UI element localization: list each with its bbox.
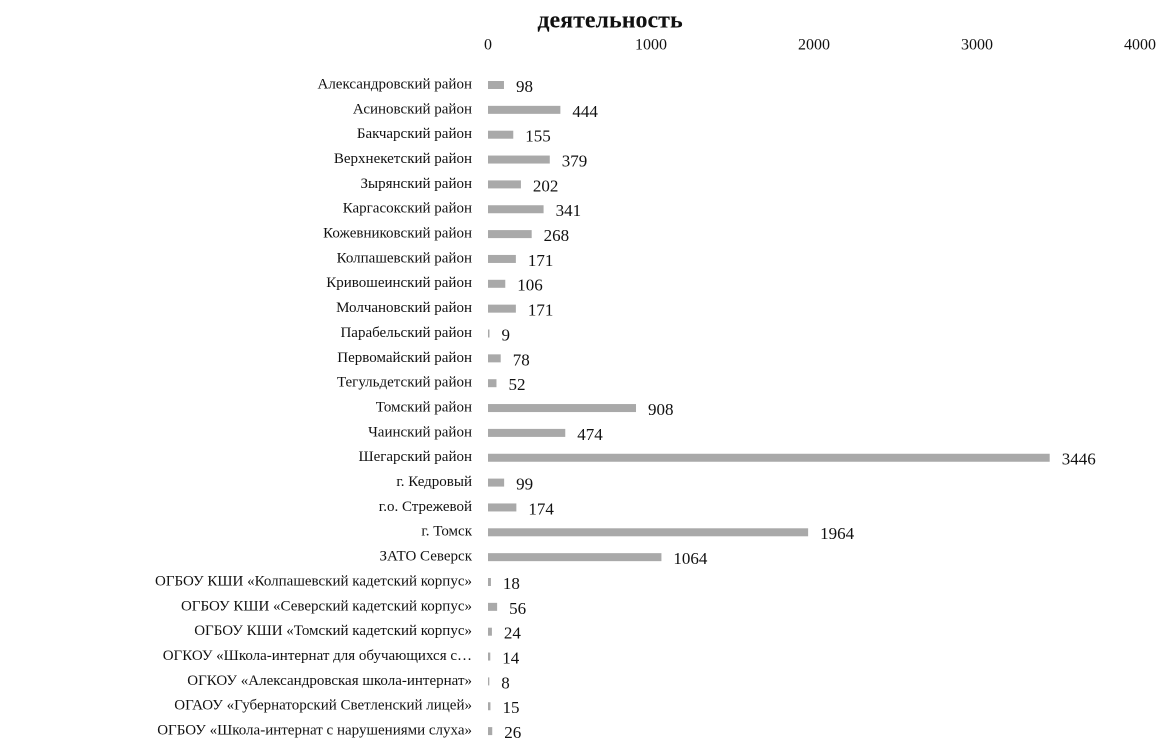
value-label: 341 bbox=[556, 201, 582, 220]
value-label: 908 bbox=[648, 400, 674, 419]
y-tick-label: ОГБОУ КШИ «Колпашевский кадетский корпус… bbox=[155, 573, 472, 589]
value-label: 26 bbox=[504, 723, 521, 742]
y-tick-label: ОГКОУ «Александровская школа-интернат» bbox=[187, 673, 472, 689]
y-tick-label: Асиновский район bbox=[353, 101, 472, 117]
bar bbox=[488, 652, 491, 661]
value-label: 474 bbox=[577, 425, 603, 444]
y-tick-label: г. Кедровый bbox=[396, 474, 472, 490]
bar bbox=[488, 130, 514, 139]
bar bbox=[488, 503, 517, 512]
value-label: 444 bbox=[572, 102, 598, 121]
bar bbox=[488, 528, 809, 537]
bar bbox=[488, 553, 662, 562]
value-label: 171 bbox=[528, 301, 554, 320]
y-tick-label: Бакчарский район bbox=[357, 126, 472, 142]
value-label: 1964 bbox=[820, 524, 855, 543]
bar bbox=[488, 453, 1050, 462]
x-tick-label: 3000 bbox=[961, 37, 993, 54]
y-tick-label: ОГАОУ «Губернаторский Светленский лицей» bbox=[174, 698, 472, 714]
x-tick-label: 1000 bbox=[635, 37, 667, 54]
value-label: 99 bbox=[516, 475, 533, 494]
bar bbox=[488, 627, 492, 636]
bar bbox=[488, 230, 532, 239]
bar bbox=[488, 279, 506, 288]
y-tick-label: ОГБОУ КШИ «Северский кадетский корпус» bbox=[181, 598, 472, 614]
bar bbox=[488, 404, 637, 413]
y-tick-label: Александровский район bbox=[317, 76, 472, 92]
bar bbox=[488, 727, 493, 736]
y-tick-label: Тегульдетский район bbox=[337, 375, 472, 391]
y-tick-label: Первомайский район bbox=[337, 350, 472, 366]
value-label: 1064 bbox=[673, 549, 708, 568]
bar bbox=[488, 578, 491, 586]
value-label: 8 bbox=[501, 673, 510, 692]
bar bbox=[488, 379, 497, 388]
bar bbox=[488, 478, 505, 487]
y-tick-label: г. Томск bbox=[421, 524, 472, 540]
bar bbox=[488, 81, 504, 89]
bar bbox=[488, 254, 516, 263]
value-label: 56 bbox=[509, 599, 526, 618]
y-tick-label: Колпашевский район bbox=[337, 250, 472, 266]
bar bbox=[488, 677, 490, 686]
bar bbox=[488, 155, 550, 164]
bar bbox=[488, 304, 516, 313]
y-tick-label: г.о. Стрежевой bbox=[379, 499, 472, 515]
value-label: 171 bbox=[528, 251, 554, 270]
value-label: 14 bbox=[502, 648, 519, 667]
y-tick-label: Томский район bbox=[376, 399, 472, 415]
bar bbox=[488, 428, 566, 437]
y-tick-label: Молчановский район bbox=[336, 300, 472, 316]
bar bbox=[488, 180, 521, 189]
value-label: 202 bbox=[533, 176, 559, 195]
chart-title: деятельность bbox=[537, 8, 683, 34]
y-tick-label: Парабельский район bbox=[340, 325, 472, 341]
y-tick-label: ОГКОУ «Школа-интернат для обучающихся с… bbox=[163, 648, 472, 664]
bar bbox=[488, 105, 561, 114]
bar bbox=[488, 329, 490, 338]
value-label: 15 bbox=[502, 698, 519, 717]
value-label: 268 bbox=[544, 226, 570, 245]
y-tick-label: Верхнекетский район bbox=[334, 151, 472, 167]
value-label: 18 bbox=[503, 574, 520, 593]
bar bbox=[488, 702, 491, 711]
bar bbox=[488, 205, 544, 214]
y-tick-label: ЗАТО Северск bbox=[379, 549, 472, 565]
value-label: 52 bbox=[508, 375, 525, 394]
value-label: 9 bbox=[501, 325, 510, 344]
value-label: 98 bbox=[516, 77, 533, 96]
value-label: 379 bbox=[562, 151, 588, 170]
x-tick-label: 2000 bbox=[798, 37, 830, 54]
y-tick-label: Чаинский район bbox=[368, 424, 472, 440]
y-tick-label: Каргасокский район bbox=[343, 201, 472, 217]
value-label: 3446 bbox=[1062, 450, 1096, 469]
y-tick-label: Шегарский район bbox=[358, 449, 472, 465]
value-label: 106 bbox=[517, 276, 543, 295]
value-label: 78 bbox=[513, 350, 530, 369]
y-tick-label: ОГБОУ КШИ «Томский кадетский корпус» bbox=[194, 623, 472, 639]
value-label: 174 bbox=[528, 499, 554, 518]
value-label: 24 bbox=[504, 624, 522, 643]
value-label: 155 bbox=[525, 127, 551, 146]
y-tick-label: Зырянский район bbox=[361, 176, 472, 192]
y-tick-label: Кожевниковский район bbox=[323, 226, 472, 242]
y-tick-label: ОГБОУ «Школа-интернат с нарушениями слух… bbox=[157, 723, 472, 739]
y-tick-label: Кривошеинский район bbox=[326, 275, 472, 291]
x-tick-label: 4000 bbox=[1124, 37, 1156, 54]
bar bbox=[488, 602, 498, 611]
x-tick-label: 0 bbox=[484, 37, 492, 54]
bar bbox=[488, 354, 501, 363]
